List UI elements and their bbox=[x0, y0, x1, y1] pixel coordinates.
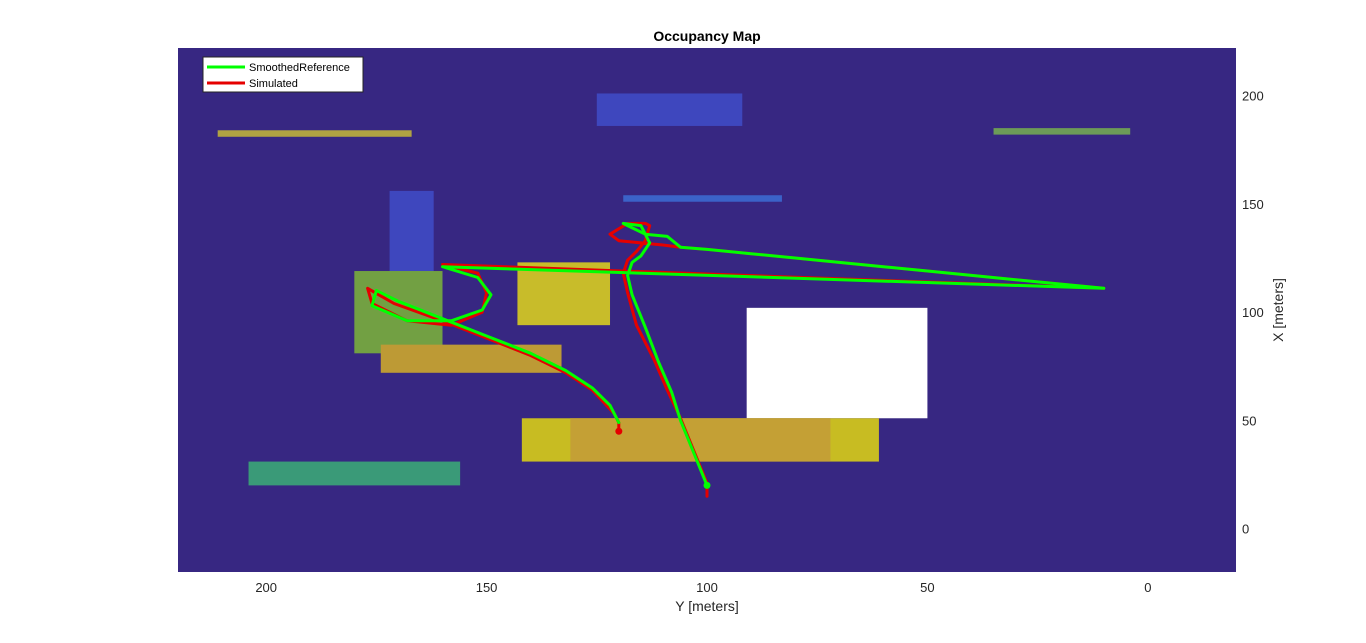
path-layer bbox=[366, 221, 1106, 498]
y-tick-label: 200 bbox=[1242, 89, 1264, 104]
legend-label-smoothed-reference: SmoothedReference bbox=[249, 62, 350, 74]
series-marker-smoothed-reference bbox=[703, 481, 711, 489]
obstacle-4 bbox=[389, 190, 434, 274]
x-axis-label: Y [meters] bbox=[675, 598, 739, 614]
chart-title: Occupancy Map bbox=[653, 28, 760, 44]
plot-area bbox=[178, 48, 1236, 572]
legend: SmoothedReference Simulated bbox=[202, 56, 364, 93]
series-marker-simulated bbox=[615, 427, 623, 435]
x-tick-label: 150 bbox=[476, 580, 498, 595]
obstacle-1 bbox=[217, 130, 412, 137]
y-tick-label: 50 bbox=[1242, 413, 1256, 428]
obstacle-7 bbox=[380, 344, 562, 373]
y-tick-label: 100 bbox=[1242, 305, 1264, 320]
x-tick-label: 50 bbox=[920, 580, 934, 595]
y-axis-ticks: 0 50 100 150 200 bbox=[1242, 89, 1264, 537]
x-tick-label: 0 bbox=[1144, 580, 1151, 595]
obstacle-10 bbox=[570, 418, 831, 462]
x-tick-label: 100 bbox=[696, 580, 718, 595]
y-tick-label: 0 bbox=[1242, 522, 1249, 537]
obstacle-8 bbox=[746, 307, 928, 419]
y-tick-label: 150 bbox=[1242, 197, 1264, 212]
x-tick-label: 200 bbox=[255, 580, 277, 595]
obstacle-11 bbox=[248, 461, 461, 486]
x-axis-ticks: 200 150 100 50 0 bbox=[255, 580, 1151, 595]
series-line-smoothed-reference bbox=[370, 221, 1106, 487]
obstacle-3 bbox=[623, 195, 782, 202]
y-axis-label: X [meters] bbox=[1270, 278, 1286, 342]
legend-box bbox=[202, 56, 364, 93]
obstacle-2 bbox=[993, 128, 1131, 135]
obstacle-0 bbox=[596, 93, 743, 126]
legend-label-simulated: Simulated bbox=[249, 78, 298, 90]
obstacle-layer bbox=[217, 93, 1131, 486]
